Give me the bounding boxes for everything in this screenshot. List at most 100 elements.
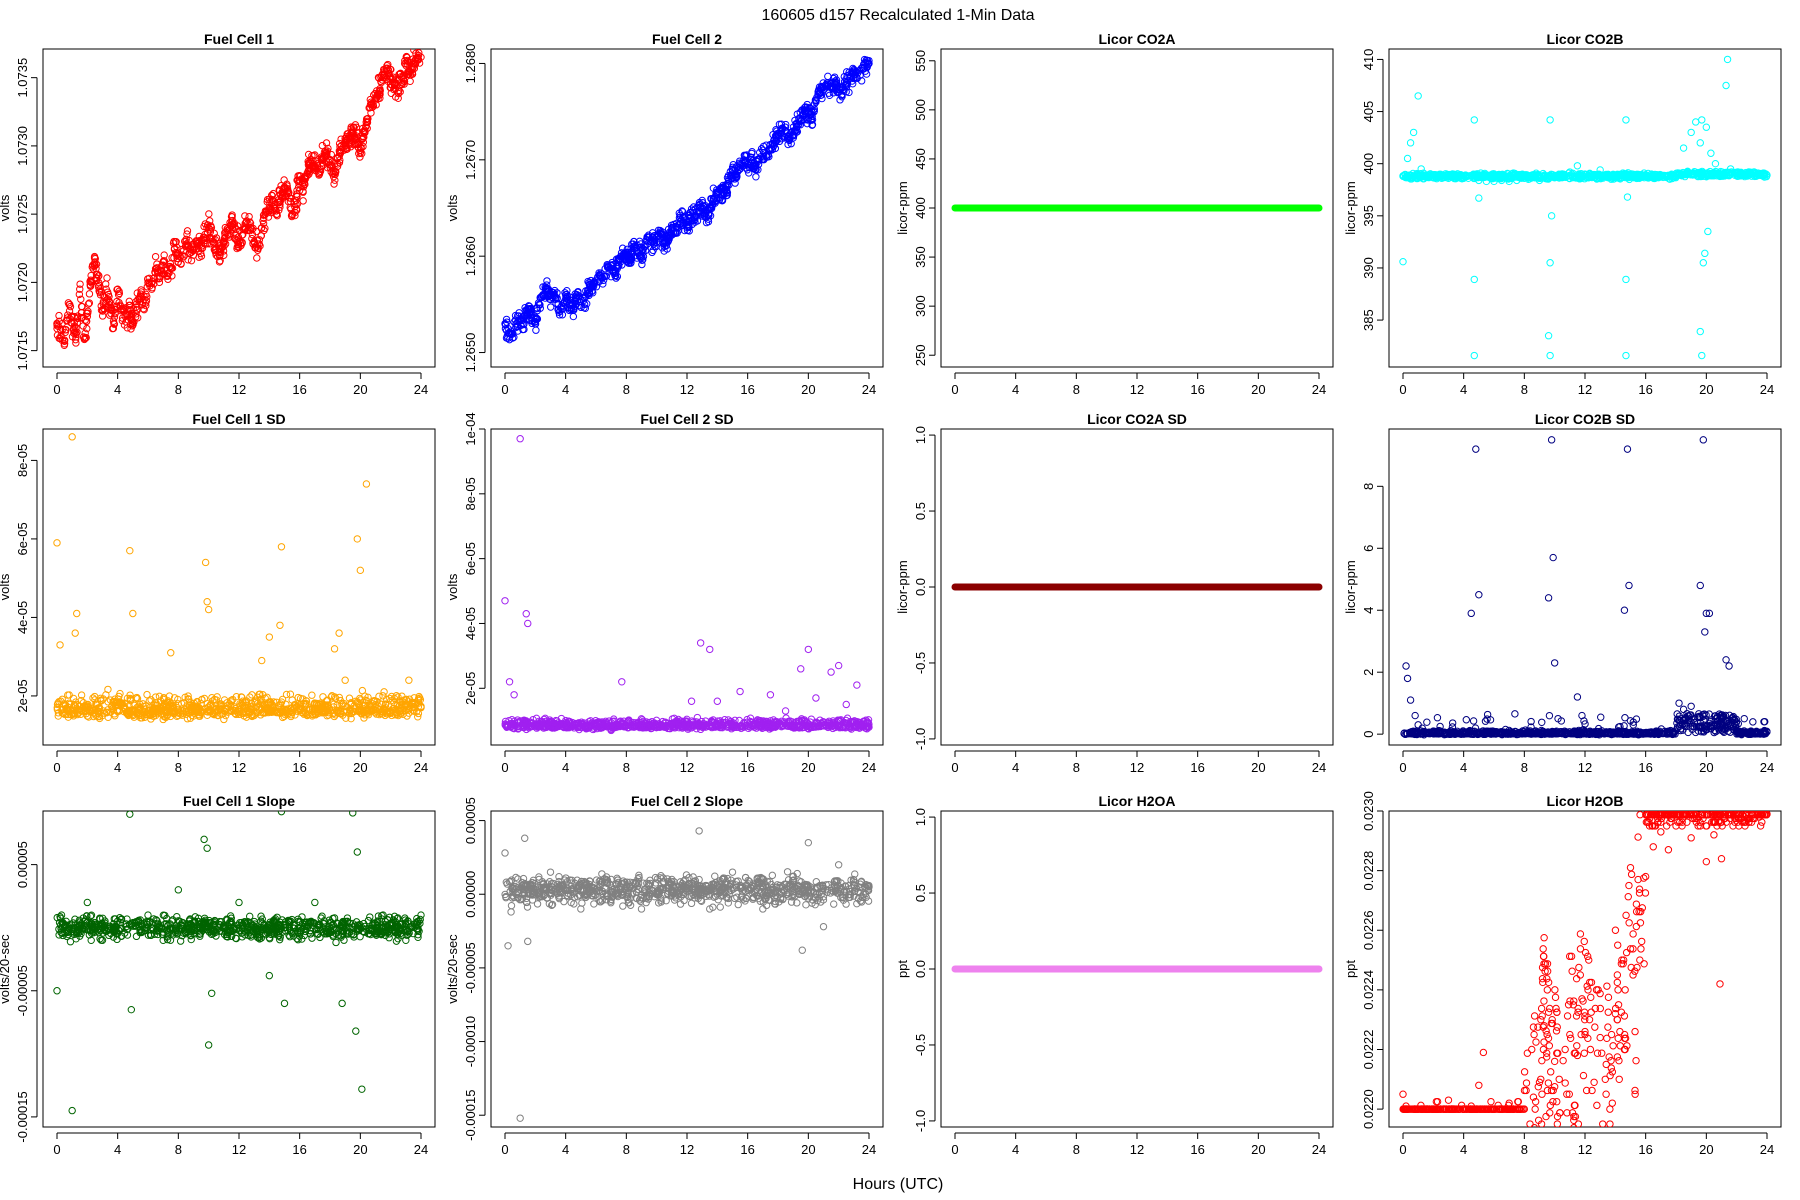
- data-point: [395, 707, 403, 716]
- data-point: [368, 101, 376, 109]
- data-point: [196, 707, 205, 715]
- data-point: [362, 118, 370, 126]
- data-point: [778, 127, 786, 135]
- y-tick-label: 450: [913, 148, 928, 170]
- x-tick-label: 24: [414, 382, 428, 397]
- data-point: [256, 690, 264, 698]
- data-point: [335, 629, 343, 637]
- data-point: [564, 722, 573, 731]
- data-point: [336, 156, 344, 164]
- data-point: [827, 83, 835, 92]
- data-point: [709, 718, 717, 726]
- data-point: [693, 718, 701, 726]
- data-point: [1505, 177, 1513, 186]
- data-point: [169, 239, 178, 247]
- data-point: [192, 706, 200, 715]
- data-point: [502, 315, 511, 324]
- data-point: [399, 76, 408, 84]
- x-tick-label: 4: [562, 382, 569, 397]
- data-point: [246, 218, 254, 226]
- panel-title: Licor CO2A: [1098, 31, 1175, 47]
- data-point: [202, 234, 210, 243]
- data-point: [411, 60, 420, 68]
- data-point: [293, 186, 301, 195]
- data-point: [1701, 249, 1709, 258]
- data-point: [116, 306, 125, 315]
- data-point: [356, 566, 365, 575]
- data-point: [345, 135, 353, 143]
- data-point: [317, 705, 326, 713]
- data-point: [1672, 171, 1680, 179]
- x-tick-label: 8: [175, 382, 182, 397]
- data-point: [264, 707, 272, 716]
- data-point: [126, 691, 134, 699]
- data-point: [318, 704, 327, 712]
- data-point: [819, 79, 827, 87]
- data-point: [834, 716, 842, 724]
- data-point: [706, 720, 715, 729]
- x-tick-label: 0: [501, 760, 508, 775]
- data-point: [1698, 351, 1706, 360]
- plot-frame: [940, 48, 1334, 368]
- data-point: [261, 705, 270, 713]
- data-point: [696, 725, 705, 734]
- data-point: [1546, 259, 1554, 267]
- data-point: [282, 700, 290, 709]
- data-point: [308, 691, 316, 699]
- data-point: [190, 245, 198, 253]
- data-point: [782, 714, 790, 722]
- data-point: [607, 262, 615, 270]
- data-point: [1467, 172, 1475, 180]
- data-point: [770, 136, 778, 145]
- data-point: [224, 708, 232, 716]
- data-point: [330, 180, 338, 188]
- data-point: [160, 699, 169, 708]
- data-point: [690, 213, 699, 222]
- data-point: [258, 656, 266, 665]
- data-point: [599, 280, 607, 288]
- x-tick-label: 16: [1190, 382, 1204, 397]
- data-point: [1406, 172, 1414, 180]
- x-tick-label: 4: [1460, 382, 1467, 397]
- data-point: [330, 645, 339, 653]
- data-point: [383, 64, 391, 72]
- x-tick-label: 8: [175, 760, 182, 775]
- data-point: [380, 688, 388, 696]
- data-point: [368, 700, 377, 708]
- data-point: [547, 303, 555, 311]
- y-tick-label: 1.0725: [15, 194, 30, 234]
- data-point: [127, 696, 135, 705]
- y-axis-label: volts: [0, 194, 12, 221]
- data-point: [648, 248, 656, 257]
- data-point: [751, 165, 759, 174]
- data-point: [1622, 116, 1630, 124]
- x-tick-label: 16: [740, 760, 754, 775]
- data-point: [240, 702, 249, 711]
- data-point: [275, 206, 283, 214]
- data-point: [303, 169, 311, 177]
- data-point: [359, 138, 368, 147]
- data-point: [260, 226, 268, 235]
- data-point: [345, 694, 354, 702]
- data-point: [72, 329, 80, 337]
- data-point: [671, 228, 680, 236]
- data-point: [126, 546, 134, 555]
- data-point: [70, 709, 78, 717]
- data-point: [399, 79, 407, 87]
- data-point: [361, 692, 369, 700]
- data-point: [1740, 170, 1748, 178]
- data-point: [829, 717, 837, 725]
- data-point: [842, 83, 851, 91]
- data-point: [796, 108, 804, 117]
- data-point: [789, 127, 797, 135]
- data-point: [349, 123, 357, 131]
- data-point: [732, 170, 740, 178]
- data-point: [414, 713, 422, 721]
- x-tick-label: 20: [1251, 382, 1265, 397]
- data-point: [1641, 171, 1650, 179]
- data-point: [136, 704, 145, 712]
- data-point: [403, 712, 411, 720]
- data-point: [819, 83, 828, 92]
